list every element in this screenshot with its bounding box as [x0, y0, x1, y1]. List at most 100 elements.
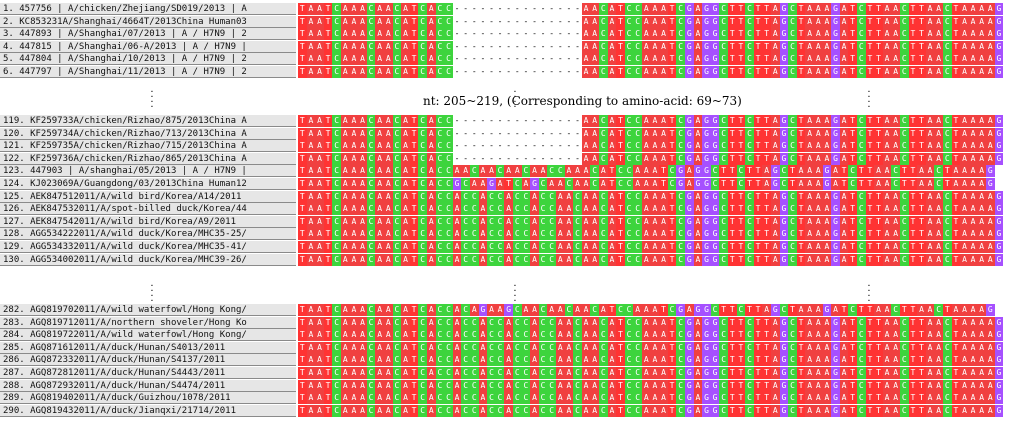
residue-cell: C: [719, 241, 728, 253]
residue-cell: C: [857, 190, 866, 203]
residue-cell: A: [349, 392, 359, 405]
residue-cell: C: [900, 253, 909, 266]
residue-cell: C: [444, 379, 453, 392]
residue-cell: A: [925, 178, 935, 190]
residue-cell: A: [306, 15, 316, 28]
residue-cell: A: [822, 53, 832, 66]
residue-cell: A: [986, 379, 995, 392]
residue-cell: C: [719, 367, 728, 379]
residue-cell: A: [401, 316, 410, 329]
residue-cell: T: [762, 228, 771, 241]
residue-cell: T: [762, 354, 771, 367]
residue-cell: A: [839, 53, 849, 66]
residue-cell: A: [771, 241, 780, 253]
residue-cell: C: [599, 228, 608, 241]
residue-cell: C: [538, 203, 548, 216]
residue-cell: A: [478, 341, 488, 354]
residue-cell: T: [917, 367, 926, 379]
residue-cell: T: [908, 178, 918, 190]
residue-cell: T: [728, 253, 737, 266]
residue-cell: C: [745, 203, 754, 216]
residue-cell: G: [994, 66, 1004, 78]
residue-cell: T: [874, 140, 883, 153]
residue-cell: -: [575, 141, 580, 151]
residue-cell: A: [762, 304, 771, 316]
residue-cell: A: [315, 329, 324, 342]
residue-cell: C: [624, 241, 634, 253]
residue-cell: A: [822, 115, 832, 127]
residue-cell: C: [461, 392, 470, 405]
residue-cell: A: [882, 379, 892, 392]
residue-cell: A: [693, 127, 703, 140]
residue-cell: T: [908, 329, 918, 342]
residue-cell: A: [968, 304, 978, 316]
residue-cell: C: [538, 392, 548, 405]
residue-cell: A: [822, 28, 832, 41]
residue-cell: C: [538, 404, 548, 417]
residue-cell: A: [349, 253, 359, 266]
residue-cell: A: [401, 215, 410, 228]
residue-cell: T: [736, 127, 746, 140]
residue-cell: A: [891, 203, 900, 216]
residue-cell: -: [557, 116, 563, 125]
residue-cell: A: [306, 379, 316, 392]
residue-cell: A: [478, 367, 488, 379]
residue-cell: -: [549, 4, 555, 13]
residue-cell: A: [581, 190, 591, 203]
residue-cell: T: [874, 329, 883, 342]
residue-cell: A: [599, 304, 608, 316]
residue-cell: A: [685, 304, 694, 316]
residue-cell: -: [566, 67, 572, 76]
residue-cell: -: [480, 116, 486, 125]
residue-cell: A: [925, 127, 935, 140]
residue-cell: T: [409, 40, 419, 53]
residue-cell: T: [917, 329, 926, 342]
residue-cell: A: [659, 190, 668, 203]
residue-cell: A: [822, 3, 832, 15]
residue-cell: A: [556, 203, 565, 216]
residue-cell: C: [900, 203, 909, 216]
residue-cell: A: [358, 215, 367, 228]
residue-cell: T: [917, 228, 926, 241]
residue-cell: T: [753, 215, 763, 228]
residue-cell: A: [986, 392, 995, 405]
residue-cell: A: [925, 115, 935, 127]
residue-cell: A: [882, 316, 892, 329]
residue-cell: A: [306, 329, 316, 342]
residue-cell: C: [487, 341, 496, 354]
residue-cell: C: [392, 316, 402, 329]
residue-cell: A: [960, 203, 969, 216]
sequence-label: 288. AGQ872932011/A/duck/Hunan/S4474/201…: [0, 379, 296, 392]
residue-cell: G: [779, 152, 789, 165]
residue-cell: C: [470, 241, 479, 253]
residue-cell: C: [418, 228, 427, 241]
residue-cell: A: [771, 66, 780, 78]
residue-cell: A: [814, 66, 823, 78]
residue-cell: A: [805, 15, 814, 28]
residue-cell: C: [487, 329, 496, 342]
residue-cell: C: [633, 3, 642, 15]
residue-cell: C: [392, 127, 402, 140]
residue-cell: C: [788, 329, 797, 342]
residue-cell: T: [762, 253, 771, 266]
residue-cell: A: [564, 354, 574, 367]
residue-cell: G: [685, 66, 694, 78]
residue-cell: C: [332, 53, 341, 66]
residue-cell: A: [659, 316, 668, 329]
residue-cell: -: [532, 29, 537, 39]
residue-cell: A: [814, 28, 823, 41]
residue-cell: C: [444, 15, 453, 28]
alignment-row: 124. KJ023069A/Guangdong/03/2013China Hu…: [0, 178, 1024, 190]
residue-cell: A: [452, 228, 462, 241]
residue-cell: T: [865, 404, 875, 417]
residue-cell: G: [710, 28, 720, 41]
residue-cell: A: [934, 228, 943, 241]
residue-cell: A: [427, 53, 436, 66]
residue-cell: A: [401, 140, 410, 153]
residue-cell: T: [951, 15, 961, 28]
residue-cell: A: [556, 316, 565, 329]
alignment-row: 283. AGQ819712011/A/northern shoveler/Ho…: [0, 316, 1024, 329]
residue-cell: T: [298, 178, 307, 190]
residue-cell: T: [753, 115, 763, 127]
residue-cell: A: [349, 140, 359, 153]
